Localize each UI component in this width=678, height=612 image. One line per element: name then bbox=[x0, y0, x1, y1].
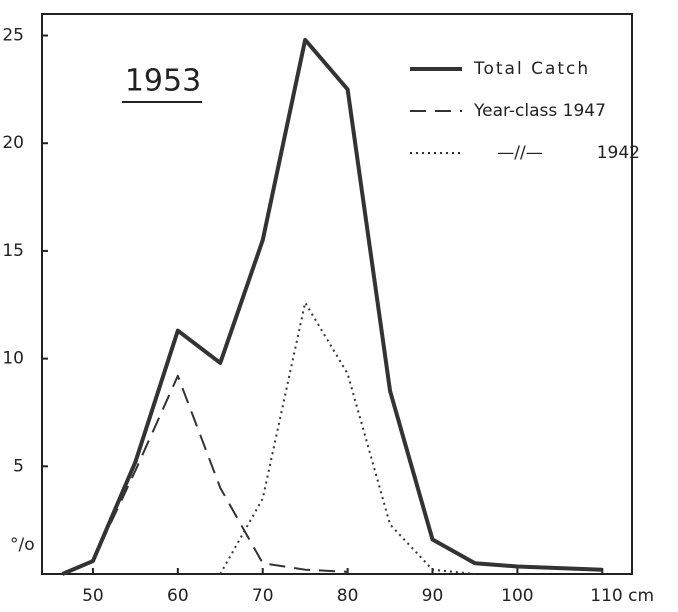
x-tick-label: 70 bbox=[252, 586, 274, 606]
y-tick-label: 10 bbox=[2, 349, 24, 369]
y-tick-label: 25 bbox=[2, 26, 24, 46]
y-tick-label: 20 bbox=[2, 133, 24, 153]
x-tick-label: 110 cm bbox=[590, 586, 654, 606]
series-line bbox=[61, 37, 603, 576]
legend-ditto: —//— bbox=[497, 143, 542, 163]
y-tick-label: 5 bbox=[13, 456, 24, 476]
legend-label: Year-class 1947 bbox=[473, 101, 606, 121]
legend-label: 1942 bbox=[597, 143, 640, 163]
x-tick-label: 80 bbox=[337, 586, 359, 606]
series-line bbox=[219, 301, 476, 575]
y-tick-label: 15 bbox=[2, 241, 24, 261]
y-axis-label: °/o bbox=[10, 535, 35, 555]
annotation: 1953 bbox=[125, 64, 201, 99]
series-line bbox=[61, 374, 348, 575]
legend-label: Total Catch bbox=[473, 59, 590, 79]
x-tick-label: 90 bbox=[422, 586, 444, 606]
plot-frame bbox=[41, 13, 633, 575]
x-tick-label: 100 bbox=[501, 586, 533, 606]
x-tick-label: 50 bbox=[82, 586, 104, 606]
x-tick-label: 60 bbox=[167, 586, 189, 606]
